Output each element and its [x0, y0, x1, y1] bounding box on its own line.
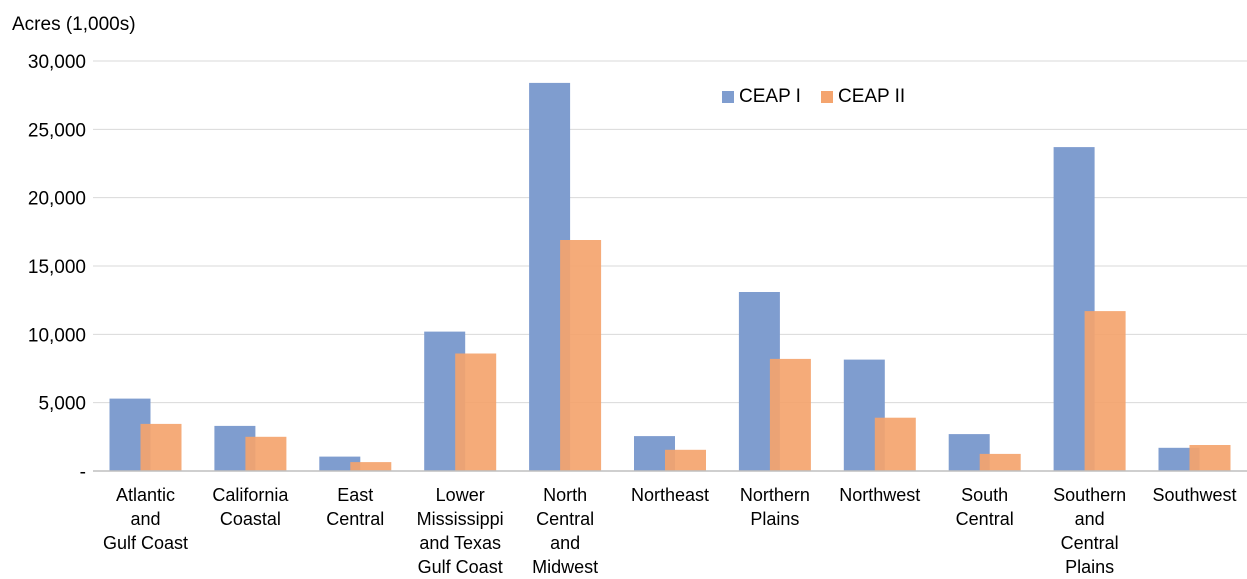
x-category-label: South Central	[955, 485, 1014, 529]
legend-item-ceap-i: CEAP I	[722, 86, 801, 108]
legend-item-ceap-ii: CEAP II	[820, 86, 906, 108]
y-tick-label: 30,000	[28, 52, 86, 73]
bar-ceap-ii	[560, 240, 602, 471]
legend-swatch-ceap-i	[722, 91, 734, 103]
legend-label-ceap-ii: CEAP II	[837, 86, 906, 107]
x-category-label: Atlantic and Gulf Coast	[102, 485, 189, 553]
bar-ceap-ii	[665, 449, 706, 471]
x-category-label: East Central	[326, 485, 385, 529]
x-category-label: Southwest	[1152, 485, 1237, 505]
x-category-label: California Coastal	[212, 485, 289, 529]
y-tick-label: 5,000	[38, 394, 86, 415]
x-category-label: North Central and Midwest	[532, 485, 599, 577]
legend-label-ceap-i: CEAP I	[739, 86, 801, 107]
bar-ceap-ii	[245, 436, 287, 471]
bar-ceap-ii	[874, 417, 916, 471]
y-axis-title: Acres (1,000s)	[12, 14, 136, 35]
bar-ceap-ii	[979, 453, 1021, 471]
bar-ceap-i	[319, 456, 361, 471]
y-tick-label: 10,000	[28, 325, 86, 346]
bar-ceap-ii	[769, 358, 811, 471]
x-category-label: Northern Plains	[739, 485, 810, 529]
bars	[109, 82, 1231, 472]
bar-ceap-i	[1158, 447, 1200, 471]
bar-ceap-ii	[455, 353, 497, 471]
y-axis-ticks: - 5,000 10,000 15,000 20,000 25,000 30,000	[28, 52, 86, 483]
x-category-label: Lower Mississippi and Texas Gulf Coast	[416, 485, 504, 577]
legend-swatch-ceap-ii	[820, 91, 833, 103]
y-tick-label: 20,000	[28, 189, 86, 210]
x-category-label: Northeast	[630, 485, 710, 505]
bar-ceap-ii	[140, 423, 182, 471]
x-category-label: Northwest	[839, 485, 921, 505]
y-tick-label: -	[80, 462, 86, 483]
y-tick-label: 25,000	[28, 120, 86, 141]
x-category-label: Southern and Central Plains	[1053, 485, 1127, 577]
bar-ceap-ii	[1189, 445, 1231, 471]
bar-ceap-ii	[1084, 311, 1126, 471]
bar-ceap-ii	[350, 462, 392, 471]
y-tick-label: 15,000	[28, 257, 86, 278]
legend: CEAP I CEAP II	[722, 86, 905, 108]
